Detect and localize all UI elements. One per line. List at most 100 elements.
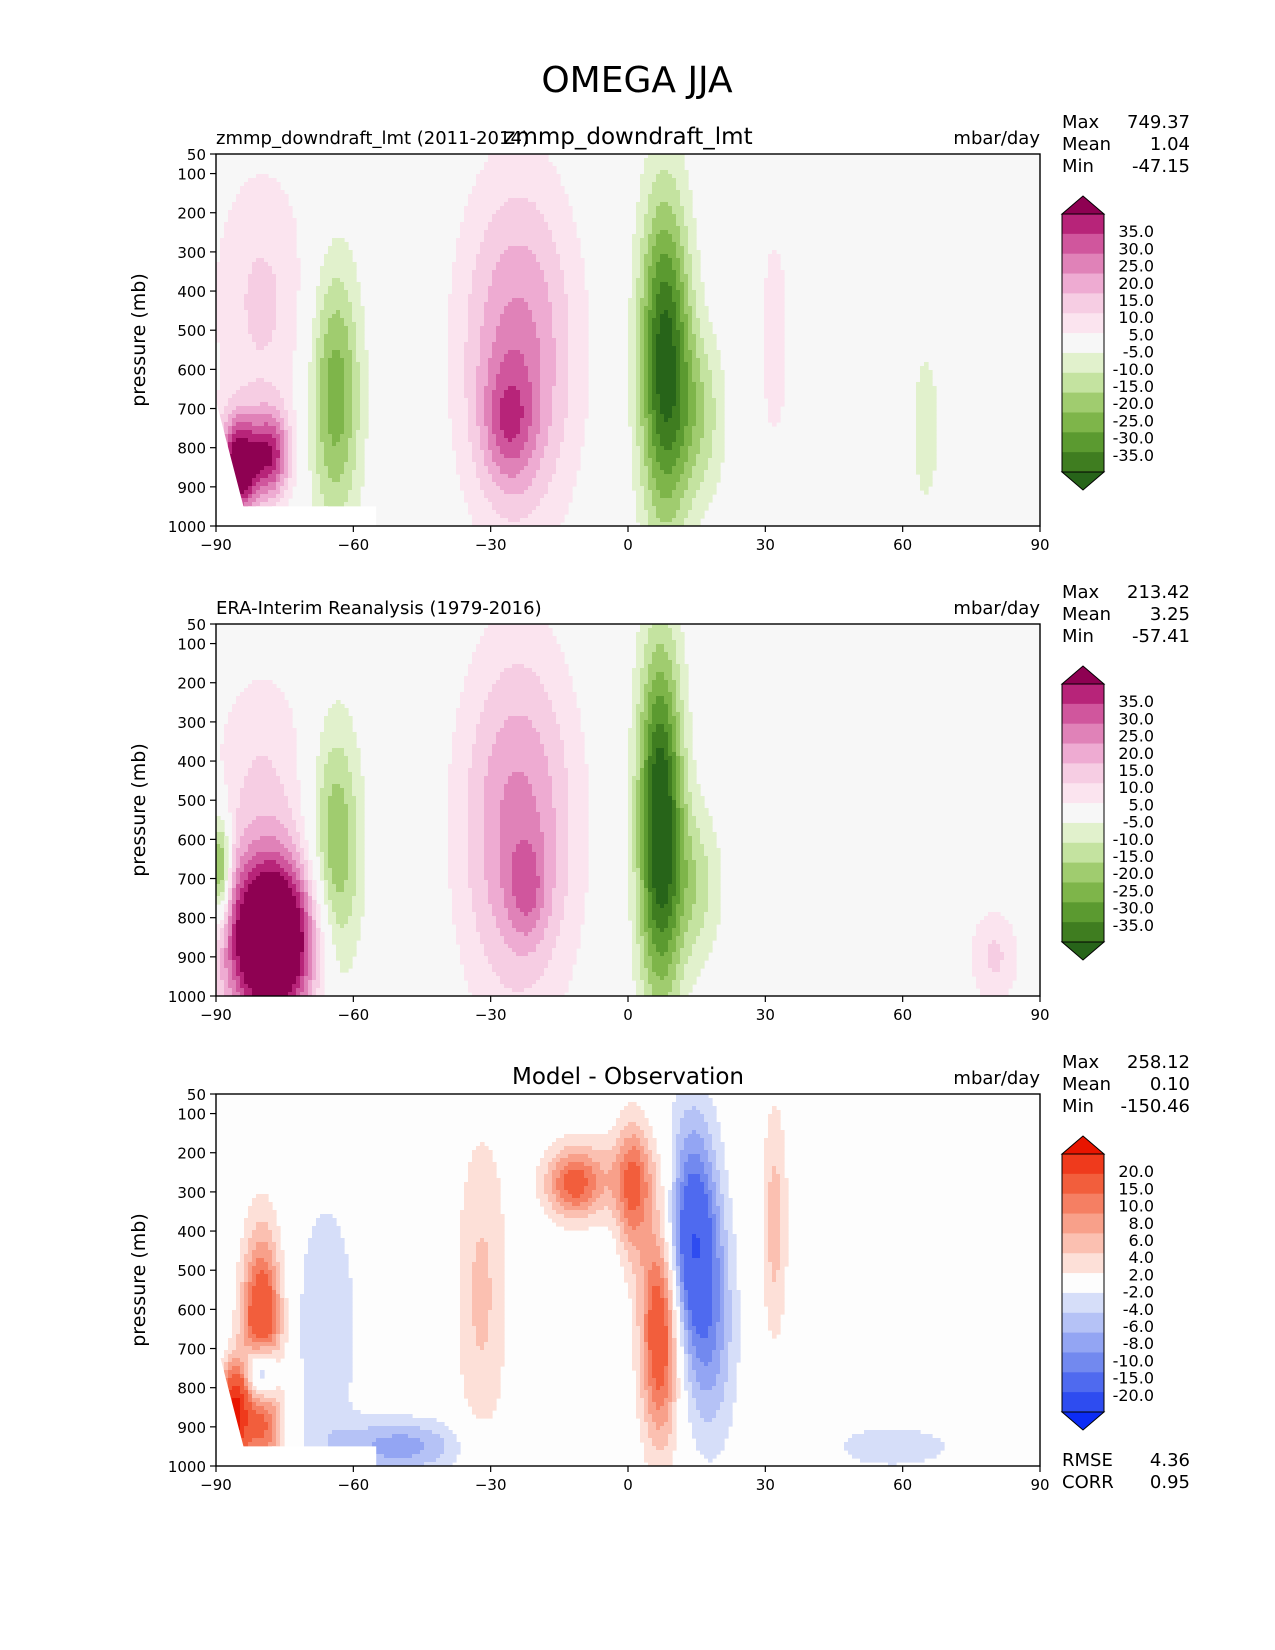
y-tick-label: 700 xyxy=(177,401,206,419)
colorbar-segment xyxy=(1062,842,1104,864)
colorbar-label: 15.0 xyxy=(1118,291,1154,310)
colorbar-segment xyxy=(1062,1292,1104,1314)
colorbar-label: -10.0 xyxy=(1113,360,1154,379)
contour-field xyxy=(216,624,1017,996)
colorbar-label: -15.0 xyxy=(1113,377,1154,396)
y-axis-label: pressure (mb) xyxy=(128,273,150,407)
y-tick-label: 400 xyxy=(177,1223,206,1241)
y-tick-label: 800 xyxy=(177,440,206,458)
y-tick-label: 900 xyxy=(177,479,206,497)
colorbar-label: -20.0 xyxy=(1113,1386,1154,1405)
colorbar-label: -2.0 xyxy=(1123,1283,1154,1302)
y-tick-label: 300 xyxy=(177,1184,206,1202)
colorbar-label: -5.0 xyxy=(1123,813,1154,832)
panel-center-title: zmmp_downdraft_lmt xyxy=(503,124,752,150)
stat-value: 749.37 xyxy=(1127,112,1190,133)
colorbar-label: -20.0 xyxy=(1113,394,1154,413)
colorbar-segment xyxy=(1062,1273,1104,1294)
y-tick-label: 400 xyxy=(177,283,206,301)
x-tick-label: 30 xyxy=(756,1476,775,1494)
stat-label: Mean xyxy=(1062,1074,1111,1095)
stat-label: Mean xyxy=(1062,134,1111,155)
x-tick-label: −30 xyxy=(475,536,507,554)
colorbar-label: -5.0 xyxy=(1123,343,1154,362)
colorbar-segment xyxy=(1062,253,1104,275)
colorbar-segment xyxy=(1062,803,1104,824)
y-tick-label: 700 xyxy=(177,871,206,889)
y-axis-label: pressure (mb) xyxy=(128,743,150,877)
colorbar-label: -25.0 xyxy=(1113,881,1154,900)
colorbar-label: 35.0 xyxy=(1118,692,1154,711)
colorbar-segment xyxy=(1062,293,1104,314)
y-tick-label: 50 xyxy=(187,1086,206,1104)
stat-label: RMSE xyxy=(1062,1450,1113,1471)
stat-value: 1.04 xyxy=(1150,134,1190,155)
y-tick-label: 50 xyxy=(187,146,206,164)
x-tick-label: 90 xyxy=(1030,1006,1049,1024)
colorbar-segment xyxy=(1062,1352,1104,1373)
y-tick-label: 800 xyxy=(177,910,206,928)
y-tick-label: 100 xyxy=(177,166,206,184)
y-axis-label: pressure (mb) xyxy=(128,1213,150,1347)
x-tick-label: −60 xyxy=(338,1476,370,1494)
contour-field xyxy=(216,1094,945,1466)
colorbar-segment xyxy=(1062,1392,1104,1413)
colorbar-label: -30.0 xyxy=(1113,899,1154,918)
stat-value: 3.25 xyxy=(1150,604,1190,625)
colorbar-label: 10.0 xyxy=(1118,1197,1154,1216)
colorbar-label: 35.0 xyxy=(1118,222,1154,241)
x-tick-label: 90 xyxy=(1030,1476,1049,1494)
colorbar-segment xyxy=(1062,352,1104,374)
stat-label: Max xyxy=(1062,1052,1100,1073)
colorbar-label: -35.0 xyxy=(1113,916,1154,935)
x-tick-label: −90 xyxy=(200,1476,232,1494)
y-tick-label: 500 xyxy=(177,322,206,340)
y-tick-label: 1000 xyxy=(168,518,206,536)
y-tick-label: 900 xyxy=(177,949,206,967)
y-tick-label: 1000 xyxy=(168,1458,206,1476)
colorbar-segment xyxy=(1062,1213,1104,1234)
colorbar-segment xyxy=(1062,743,1104,764)
stat-label: Max xyxy=(1062,582,1100,603)
stat-value: 0.10 xyxy=(1150,1074,1190,1095)
colorbar-segment xyxy=(1062,273,1104,294)
colorbar-label: -8.0 xyxy=(1123,1334,1154,1353)
colorbar-label: -20.0 xyxy=(1113,864,1154,883)
colorbar-label: -15.0 xyxy=(1113,1369,1154,1388)
panel-left-title: zmmp_downdraft_lmt (2011-2014) xyxy=(216,128,529,149)
y-tick-label: 600 xyxy=(177,831,206,849)
x-tick-label: 0 xyxy=(623,1476,633,1494)
x-tick-label: 60 xyxy=(893,536,912,554)
stat-value: -47.15 xyxy=(1132,156,1190,177)
colorbar-segment xyxy=(1062,1332,1104,1353)
stat-label: Min xyxy=(1062,156,1094,177)
stat-label: Max xyxy=(1062,112,1100,133)
colorbar-segment xyxy=(1062,703,1104,725)
units-label: mbar/day xyxy=(953,128,1040,149)
x-tick-label: −30 xyxy=(475,1006,507,1024)
x-tick-label: 0 xyxy=(623,1006,633,1024)
stat-value: -150.46 xyxy=(1121,1096,1190,1117)
colorbar-segment xyxy=(1062,1154,1104,1175)
y-tick-label: 100 xyxy=(177,1106,206,1124)
x-tick-label: 60 xyxy=(893,1476,912,1494)
y-tick-label: 800 xyxy=(177,1380,206,1398)
y-tick-label: 100 xyxy=(177,636,206,654)
y-tick-label: 600 xyxy=(177,1301,206,1319)
y-tick-label: 500 xyxy=(177,1262,206,1280)
y-tick-label: 200 xyxy=(177,205,206,223)
missing-data-mask xyxy=(216,1340,377,1466)
colorbar-label: 20.0 xyxy=(1118,744,1154,763)
colorbar-label: 15.0 xyxy=(1118,761,1154,780)
colorbar-label: 25.0 xyxy=(1118,257,1154,276)
colorbar-segment xyxy=(1062,862,1104,883)
colorbar-label: -35.0 xyxy=(1113,446,1154,465)
colorbar-segment xyxy=(1062,1253,1104,1274)
y-tick-label: 600 xyxy=(177,361,206,379)
x-tick-label: −60 xyxy=(338,536,370,554)
colorbar-label: -6.0 xyxy=(1123,1317,1154,1336)
x-tick-label: 90 xyxy=(1030,536,1049,554)
stat-value: 4.36 xyxy=(1150,1450,1190,1471)
x-tick-label: 30 xyxy=(756,1006,775,1024)
